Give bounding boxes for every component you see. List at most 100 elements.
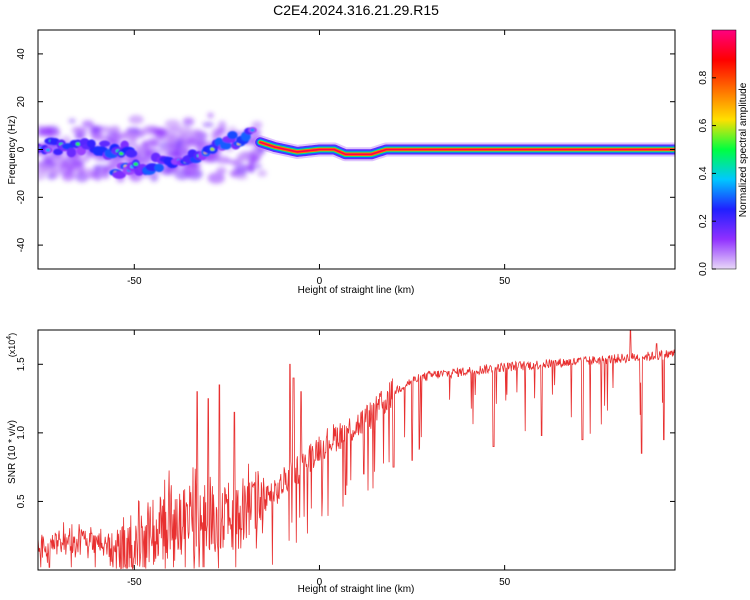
snr-multiplier-exp: 4 <box>6 336 13 340</box>
spectrogram-haze-blob <box>240 155 249 160</box>
snr-ticks: -50 0 50 0.5 1.0 1.5 <box>16 330 675 588</box>
snr-ytick-label: 1.0 <box>16 425 27 439</box>
colorbar-tick-label: 0.6 <box>698 118 709 132</box>
snr-multiplier-base: (x10 <box>7 340 17 358</box>
spectrogram-haze-blob <box>39 162 53 172</box>
spectrogram-panel: -50 0 50 -40 -20 0 20 40 Height of straight lin… <box>7 29 676 296</box>
spectrogram-track-blob <box>86 139 96 149</box>
spectrogram-haze-blob <box>231 160 243 167</box>
spectrogram-track-peak <box>75 142 81 146</box>
spectrogram-track-peak <box>250 128 255 132</box>
snr-xtick-label: 0 <box>317 577 323 588</box>
spectrogram-haze-blob <box>110 134 127 141</box>
spectrogram-haze-blob <box>182 170 200 176</box>
spectrogram-stable-band <box>259 141 675 156</box>
spectrogram-haze-blob <box>128 115 144 125</box>
snr-frame <box>37 329 676 571</box>
spectrogram-haze-blob <box>83 168 96 179</box>
spectrogram-haze-blob <box>74 126 89 134</box>
spectrogram-xtick-label: 0 <box>317 276 323 287</box>
spectrogram-haze-blob <box>46 129 61 138</box>
spectrogram-haze-blob <box>202 122 214 128</box>
spectrogram-haze-blob <box>142 139 160 148</box>
spectrogram-track-blob <box>227 131 238 140</box>
spectrogram-haze-blob <box>130 131 145 136</box>
colorbar: 0.0 0.2 0.4 0.6 0.8 Normalized spectral ampl… <box>698 29 749 276</box>
spectrogram-haze-blob <box>178 124 192 136</box>
snr-series-line <box>38 330 675 570</box>
colorbar-tick-label: 0.0 <box>698 262 709 276</box>
spectrogram-haze-blob <box>81 120 94 128</box>
spectrogram-haze-blob <box>38 169 47 181</box>
colorbar-ticks: 0.0 0.2 0.4 0.6 0.8 <box>698 70 716 276</box>
colorbar-tick-label: 0.2 <box>698 214 709 228</box>
spectrogram-haze-blob <box>71 159 84 167</box>
spectrogram-haze-blob <box>207 172 225 184</box>
spectrogram-haze-blob <box>42 154 54 165</box>
spectrogram-haze-blob <box>168 132 187 141</box>
spectrogram-haze-blob <box>101 126 112 134</box>
spectrogram-ytick-label: -40 <box>16 237 27 252</box>
spectrogram-haze-blob <box>251 121 263 129</box>
snr-xtick-label: 50 <box>499 577 511 588</box>
spectrogram-xtick-label: -50 <box>127 276 142 287</box>
spectrogram-track-blob <box>220 141 232 150</box>
svg-text:(x104): (x104) <box>6 333 17 357</box>
spectrogram-haze-blob <box>168 126 182 133</box>
colorbar-label: Normalized spectral amplitude <box>738 82 749 217</box>
spectrogram-haze-blob <box>236 174 249 180</box>
snr-xlabel: Height of straight line (km) <box>298 584 415 595</box>
spectrogram-haze-blob <box>216 156 230 164</box>
spectrogram-haze-blob <box>216 166 227 175</box>
spectrogram-track-peak <box>45 148 51 152</box>
spectrogram-haze-blob <box>49 167 60 179</box>
spectrogram-track-blob <box>125 149 138 158</box>
spectrogram-haze-blob <box>243 164 256 170</box>
spectrogram-haze-blob <box>257 169 267 178</box>
spectrogram-track-blob <box>154 163 164 173</box>
snr-xtick-label: -50 <box>127 577 142 588</box>
spectrogram-haze-blob <box>81 154 90 163</box>
snr-ytick-label: 0.5 <box>16 494 27 508</box>
spectrogram-heatmap <box>38 112 675 184</box>
spectrogram-haze-blob <box>180 141 191 151</box>
spectrogram-haze-blob <box>52 154 67 162</box>
spectrogram-ytick-label: 0 <box>16 146 27 152</box>
spectrogram-haze-blob <box>101 168 110 180</box>
spectrogram-track-blob <box>99 140 111 147</box>
spectrogram-core <box>38 127 257 179</box>
snr-multiplier: (x104) <box>6 333 17 357</box>
snr-multiplier-close: ) <box>7 333 17 336</box>
spectrogram-haze-blob <box>207 112 214 119</box>
spectrogram-haze-blob <box>91 126 101 134</box>
figure-title: C2E4.2024.316.21.29.R15 <box>273 2 439 18</box>
spectrogram-track-blob <box>53 148 63 156</box>
snr-panel: -50 0 50 0.5 1.0 1.5 Height of straight line … <box>6 329 676 595</box>
spectrogram-haze-blob <box>61 172 75 182</box>
spectrogram-haze-blob <box>109 125 120 134</box>
spectrogram-haze-blob <box>229 171 240 177</box>
spectrogram-ytick-label: 20 <box>16 96 27 108</box>
spectrogram-ticks: -50 0 50 -40 -20 0 20 40 <box>16 30 675 287</box>
spectrogram-xtick-label: 50 <box>499 276 511 287</box>
spectrogram-track-peak <box>119 151 124 156</box>
spectrogram-haze-blob <box>254 164 262 169</box>
spectrogram-haze-blob <box>166 150 180 157</box>
colorbar-gradient <box>711 29 737 270</box>
spectrogram-haze-blob <box>164 119 181 129</box>
spectrogram-haze-blob <box>126 127 139 133</box>
spectrogram-track-blob <box>112 170 126 179</box>
spectrogram-haze-blob <box>67 166 79 171</box>
colorbar-tick-label: 0.4 <box>698 166 709 180</box>
spectrogram-ylabel: Frequency (Hz) <box>7 116 18 185</box>
spectrogram-track-blob <box>66 147 76 158</box>
spectrogram-haze-blob <box>182 117 195 126</box>
spectrogram-haze-blob <box>68 118 76 124</box>
spectrogram-haze-blob <box>191 128 202 137</box>
snr-ylabel: SNR (10 * v/v) <box>7 420 18 484</box>
spectrogram-haze-blob <box>216 127 225 136</box>
spectrogram-haze-blob <box>129 137 138 150</box>
spectrogram-ytick-label: 40 <box>16 48 27 60</box>
spectrogram-track-peak <box>133 162 138 166</box>
